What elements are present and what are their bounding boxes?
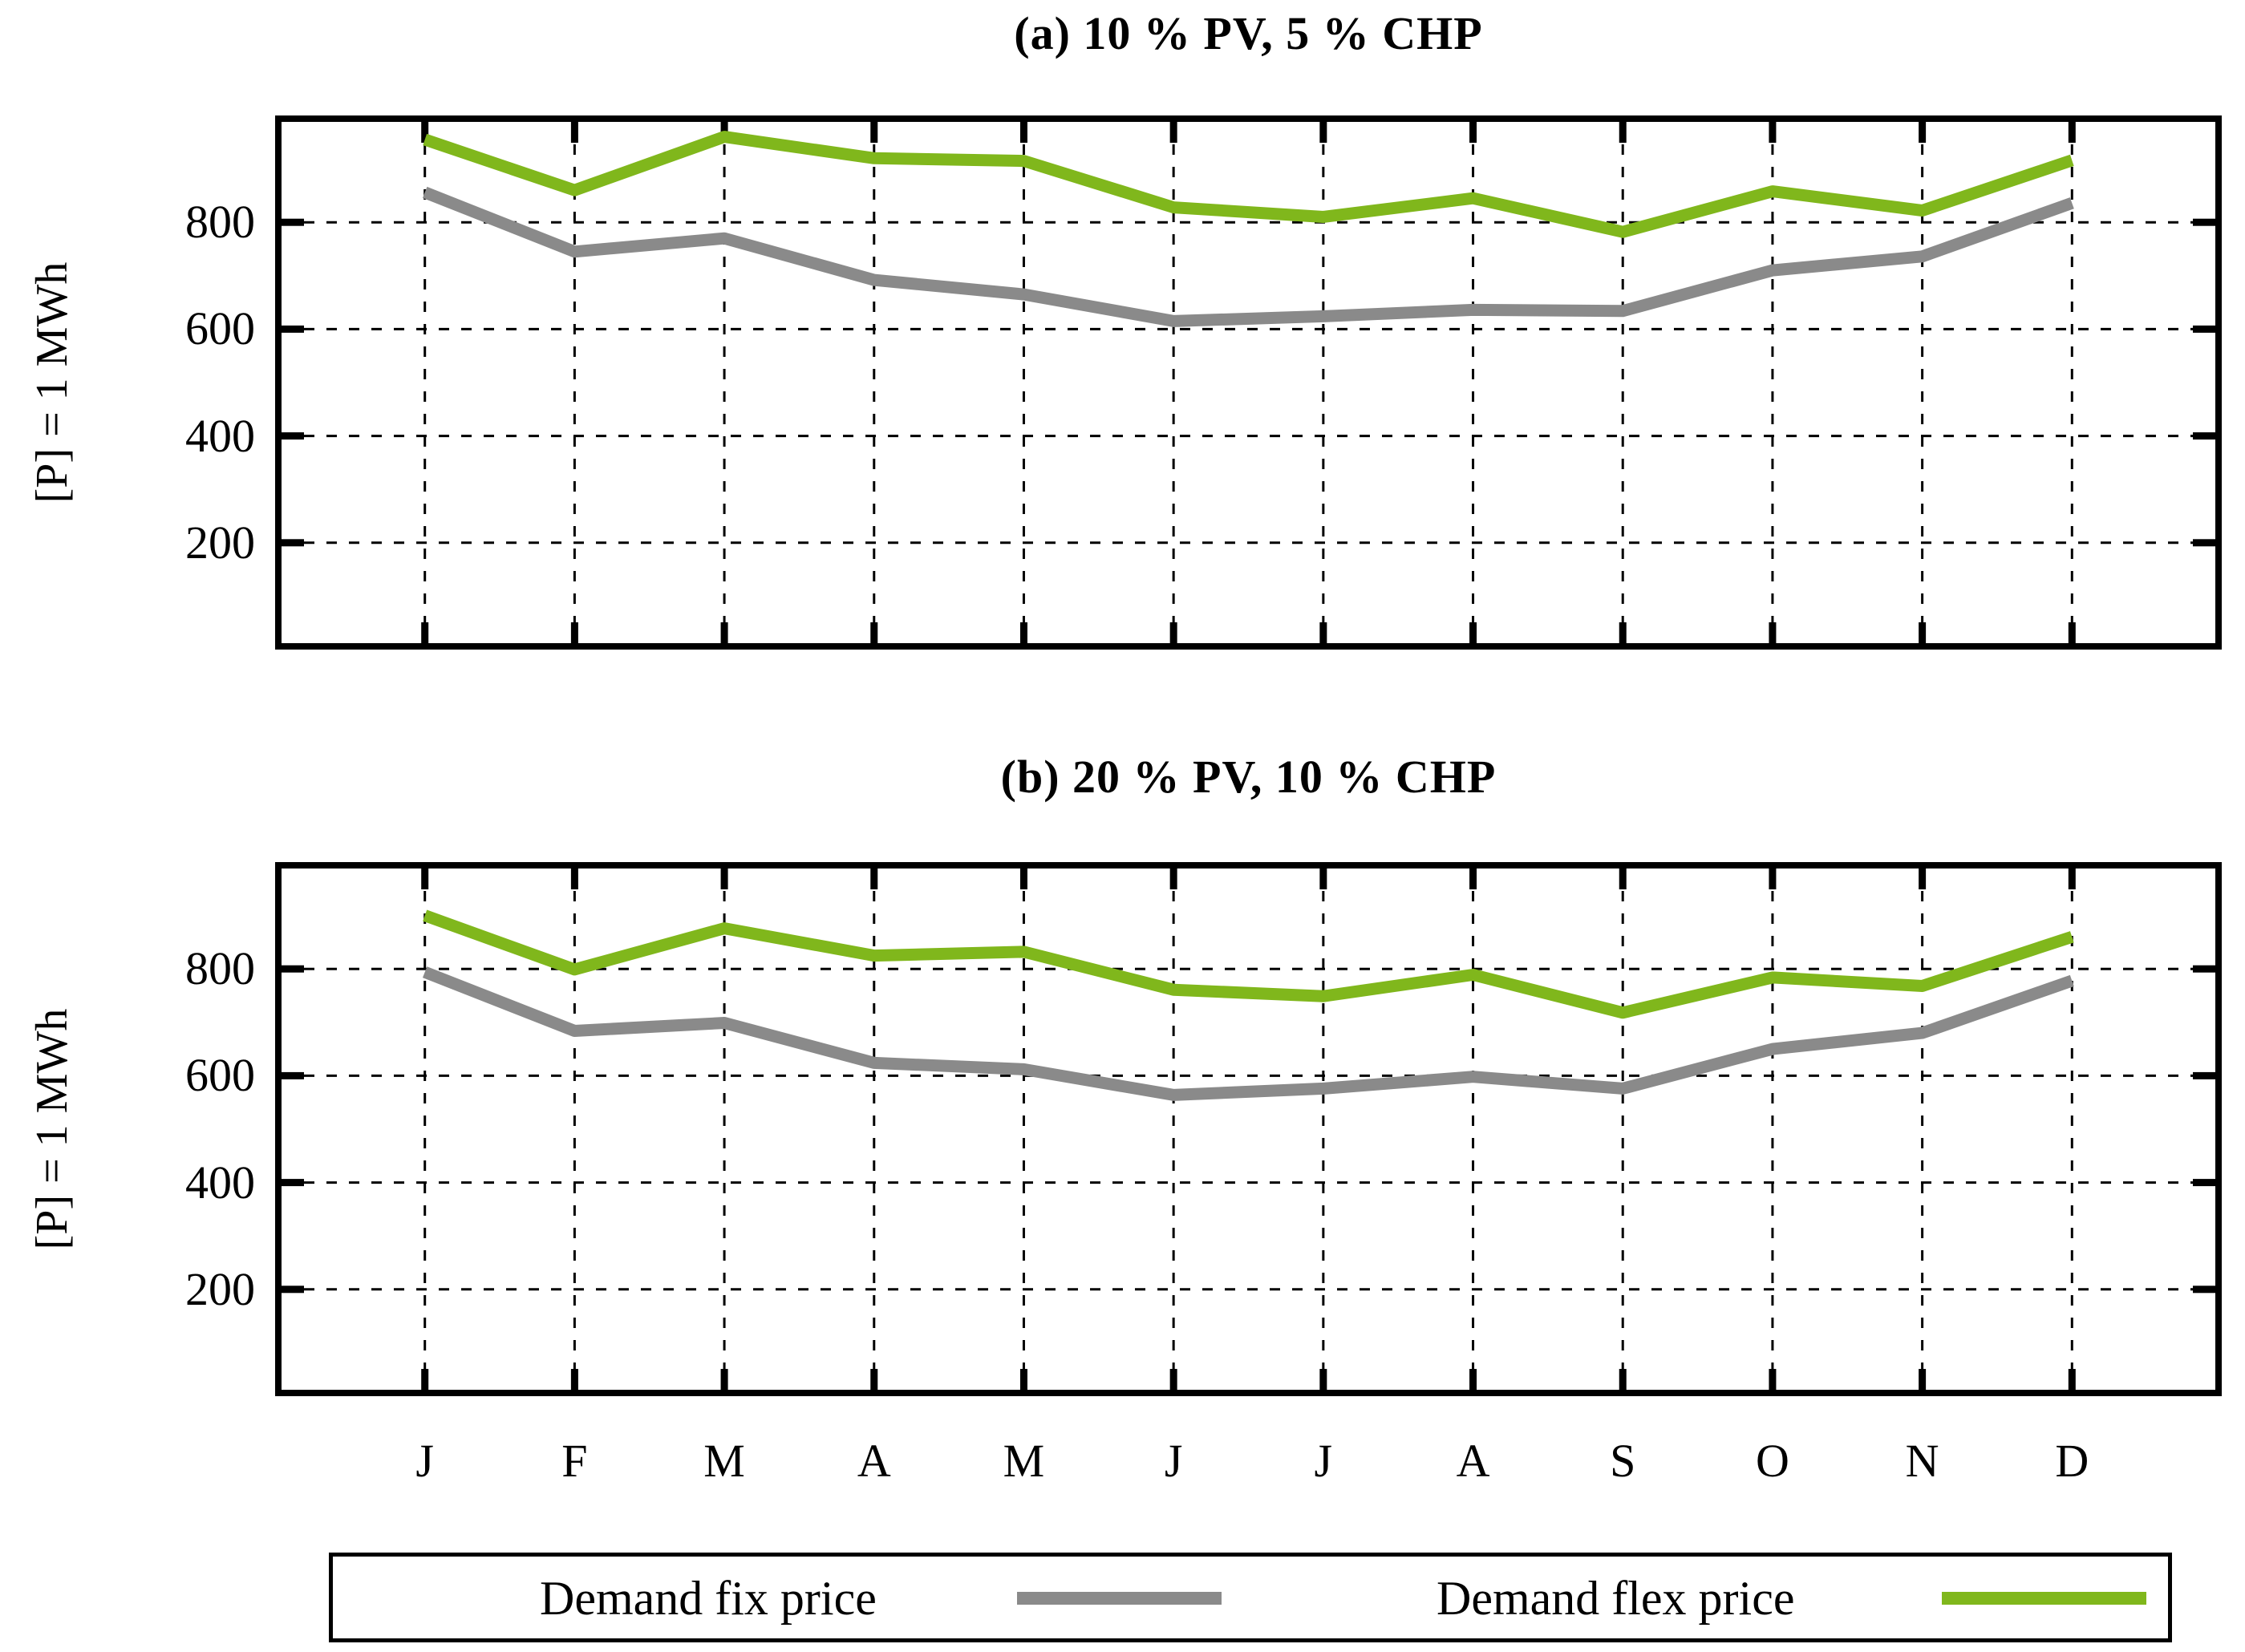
y-tick-label-600: 600 — [185, 1049, 255, 1102]
x-tick-label-month-5: M — [1003, 1435, 1045, 1487]
x-tick-label-month-11: N — [1905, 1435, 1939, 1487]
legend-box: Demand fix price Demand flex price — [329, 1553, 2172, 1642]
chart-a-svg — [275, 115, 2222, 650]
y-tick-label-200: 200 — [185, 1262, 255, 1315]
legend-line-sample-fix — [1017, 1592, 1222, 1605]
y-tick-label-600: 600 — [185, 302, 255, 355]
chart-a-plot-area — [275, 115, 2222, 650]
y-tick-label-800: 800 — [185, 942, 255, 995]
x-tick-label-month-4: A — [857, 1435, 891, 1487]
series-line-fix — [422, 186, 2074, 327]
x-tick-label-month-6: J — [1164, 1435, 1183, 1487]
x-tick-label-month-7: J — [1314, 1435, 1333, 1487]
y-tick-label-200: 200 — [185, 516, 255, 569]
y-tick-label-800: 800 — [185, 196, 255, 249]
chart-b-y-axis-label: [P] = 1 MWh — [27, 1008, 77, 1250]
legend-line-sample-flex — [1942, 1592, 2146, 1605]
x-tick-label-month-8: A — [1456, 1435, 1490, 1487]
series-line-flex — [423, 909, 2074, 1019]
x-tick-label-month-9: S — [1610, 1435, 1636, 1487]
series-line-fix — [422, 966, 2074, 1101]
legend-label-demand-flex-price: Demand flex price — [1437, 1572, 1795, 1625]
chart-b-plot-area — [275, 862, 2222, 1396]
chart-a-title: (a) 10 % PV, 5 % CHP — [1014, 7, 1483, 59]
x-tick-label-month-10: O — [1755, 1435, 1789, 1487]
chart-a-y-axis-label: [P] = 1 MWh — [27, 261, 77, 504]
series-line-flex — [423, 131, 2074, 238]
x-tick-label-month-12: D — [2055, 1435, 2089, 1487]
x-tick-label-month-3: M — [703, 1435, 745, 1487]
y-tick-label-400: 400 — [185, 409, 255, 462]
x-tick-label-month-1: J — [415, 1435, 434, 1487]
y-tick-label-400: 400 — [185, 1156, 255, 1209]
x-tick-label-month-2: F — [561, 1435, 588, 1487]
legend-label-demand-fix-price: Demand fix price — [540, 1572, 877, 1625]
chart-b-title: (b) 20 % PV, 10 % CHP — [1000, 751, 1497, 803]
chart-b-svg — [275, 862, 2222, 1396]
